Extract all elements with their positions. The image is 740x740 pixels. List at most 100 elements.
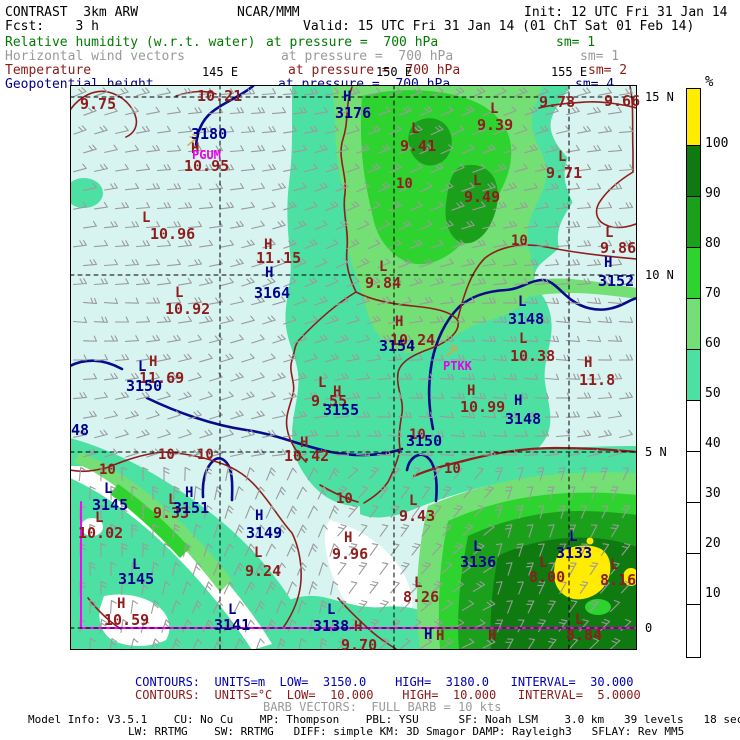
- barb-legend: BARB VECTORS: FULL BARB = 10 kts: [263, 700, 502, 714]
- temperature-contour-label: 9.84: [365, 274, 402, 292]
- height-contour-label: H: [185, 485, 194, 501]
- height-contour-label: 3154: [379, 337, 416, 355]
- temperature-contour-label: L: [473, 173, 482, 189]
- contour-info-temp: CONTOURS: UNITS=°C LOW= 10.000 HIGH= 10.…: [135, 688, 641, 702]
- flabel-pressure: at pressure = 700 hPa: [266, 35, 439, 50]
- temperature-contour-label: 9.49: [464, 188, 501, 206]
- height-contour-label: L: [327, 602, 336, 618]
- temperature-contour-label: 10.38: [510, 347, 556, 365]
- height-contour-label: H: [424, 627, 433, 643]
- temperature-contour-label: 10: [336, 491, 353, 507]
- temperature-contour-label: 10.42: [284, 447, 330, 465]
- temperature-contour-label: 8.16: [600, 571, 637, 589]
- height-contour-label: L: [132, 557, 141, 573]
- temperature-contour-label: L: [539, 555, 548, 571]
- height-contour-label: 3151: [173, 499, 210, 517]
- temperature-contour-label: H: [264, 237, 273, 253]
- height-contour-label: H: [514, 393, 523, 409]
- temperature-contour-label: L: [95, 510, 104, 526]
- model-info-line2: LW: RRTMG SW: RRTMG DIFF: simple KM: 3D …: [128, 725, 685, 738]
- colorbar-tick-label: 10: [705, 586, 721, 601]
- height-contour-label: 3138: [313, 617, 350, 635]
- temperature-contour-label: H: [467, 383, 476, 399]
- temperature-contour-label: 8.26: [403, 588, 440, 606]
- valid-time: Valid: 15 UTC Fri 31 Jan 14 (01 ChT Sat …: [303, 19, 695, 34]
- temperature-contour-label: 10: [511, 233, 528, 249]
- temperature-contour-label: 9.43: [399, 507, 436, 525]
- height-contour-label: 3145: [92, 496, 129, 514]
- height-contour-label: L: [569, 529, 578, 545]
- temperature-contour-label: L: [490, 101, 499, 117]
- colorbar-segment: [687, 298, 700, 349]
- height-contour-label: 3155: [323, 401, 360, 419]
- temperature-contour-label: 9.71: [546, 164, 583, 182]
- colorbar-unit: %: [705, 74, 714, 90]
- temperature-contour-label: 10.59: [104, 611, 150, 629]
- temperature-contour-label: 8.00: [529, 568, 566, 586]
- colorbar-segment: [687, 400, 700, 451]
- contour-line-layer: [70, 85, 637, 650]
- station-label: PGUM: [192, 148, 221, 162]
- temperature-contour-label: 10: [99, 462, 116, 478]
- colorbar-segment: [687, 349, 700, 400]
- height-contour-label: L: [104, 481, 113, 497]
- height-contour-label: L: [228, 602, 237, 618]
- colorbar-tick-label: 90: [705, 186, 721, 201]
- temperature-contour-label: 10.95: [184, 157, 230, 175]
- station-label: PTKK: [443, 359, 472, 373]
- temperature-contour-label: 9.41: [400, 137, 437, 155]
- colorbar-tick-label: 60: [705, 336, 721, 351]
- temperature-contour-label: L: [605, 225, 614, 241]
- temperature-contour-label: L: [414, 575, 423, 591]
- temperature-contour-label: H: [300, 435, 309, 451]
- temperature-contour-label: 9.78: [539, 93, 576, 111]
- colorbar-tick-label: 100: [705, 136, 729, 151]
- colorbar-tick-label: 50: [705, 386, 721, 401]
- contour-info-height: CONTOURS: UNITS=m LOW= 3150.0 HIGH= 3180…: [135, 675, 634, 689]
- latitude-label: 10 N: [645, 268, 674, 282]
- temperature-contour-label: 10: [158, 447, 175, 463]
- temperature-contour-label: 10.99: [460, 398, 506, 416]
- temperature-contour-label: L: [168, 492, 177, 508]
- flabel-name: Relative humidity (w.r.t. water): [5, 35, 256, 50]
- colorbar-segment: [687, 604, 700, 657]
- height-contour-label: H: [265, 265, 274, 281]
- colorbar-segment: [687, 89, 700, 145]
- height-contour-label: 3136: [460, 553, 497, 571]
- colorbar: [686, 88, 701, 658]
- temperature-contour-label: 9.66: [604, 92, 641, 110]
- temperature-contour-label: L: [409, 493, 418, 509]
- temperature-contour-label: L: [575, 612, 584, 628]
- temperature-contour-label: 10: [444, 461, 461, 477]
- colorbar-segment: [687, 247, 700, 298]
- temperature-contour-label: L: [558, 149, 567, 165]
- temperature-contour-label: L: [519, 331, 528, 347]
- temperature-contour-label: H: [354, 619, 363, 635]
- height-contour-label: 3164: [254, 284, 291, 302]
- height-contour-label: 3145: [118, 570, 155, 588]
- latitude-label: 0: [645, 621, 653, 635]
- wind-barb-layer: [72, 87, 634, 650]
- temperature-contour-label: H: [436, 628, 445, 644]
- height-contour-label: 3149: [246, 524, 283, 542]
- temperature-contour-label: 10: [197, 447, 214, 463]
- temperature-contour-label: 11.15: [256, 249, 302, 267]
- temperature-contour-label: L: [254, 545, 263, 561]
- map-border: [70, 85, 637, 650]
- longitude-label: 150 E: [375, 65, 413, 79]
- temperature-contour-label: H: [395, 314, 404, 330]
- temperature-contour-label: 11.8: [579, 371, 616, 389]
- colorbar-segment: [687, 196, 700, 247]
- temperature-contour-label: 10.02: [78, 524, 124, 542]
- temperature-contour-label: 9.24: [245, 562, 282, 580]
- temperature-contour-label: H: [488, 628, 497, 644]
- latitude-label: 15 N: [645, 90, 674, 104]
- flabel-sm: sm= 1: [580, 49, 620, 64]
- temperature-contour-label: L: [411, 121, 420, 137]
- height-contour-label: H: [343, 89, 352, 105]
- height-contour-label: L: [473, 539, 482, 555]
- temperature-contour-label: L: [142, 210, 151, 226]
- height-contour-label: 3176: [335, 104, 372, 122]
